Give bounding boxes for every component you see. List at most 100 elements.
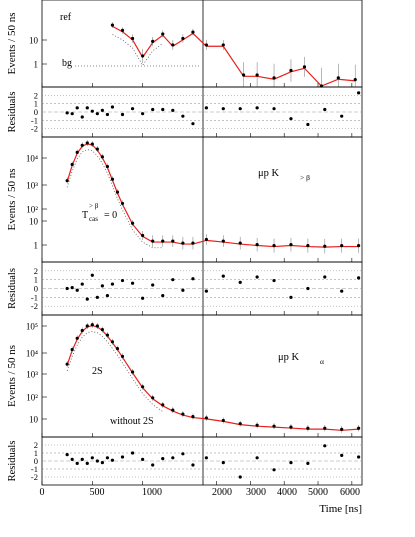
data-point bbox=[100, 461, 104, 465]
y-tick-label: 10² bbox=[26, 393, 38, 403]
data-point bbox=[75, 288, 79, 292]
data-point bbox=[272, 107, 276, 111]
data-point bbox=[151, 39, 155, 43]
data-point bbox=[323, 275, 327, 279]
data-point bbox=[221, 418, 225, 423]
panel-label: μp K bbox=[278, 352, 300, 363]
y-tick-label: 1 bbox=[34, 448, 38, 458]
data-point bbox=[75, 106, 79, 110]
y-tick-label: -1 bbox=[31, 292, 38, 302]
data-point bbox=[141, 233, 145, 238]
data-point bbox=[65, 111, 69, 115]
data-point bbox=[100, 155, 104, 159]
data-point bbox=[151, 283, 155, 287]
y-tick-label: 10² bbox=[26, 205, 38, 215]
data-point bbox=[238, 241, 242, 245]
data-point bbox=[272, 468, 276, 472]
data-point bbox=[357, 91, 361, 95]
data-point bbox=[100, 284, 104, 288]
annotation-label: bg bbox=[62, 58, 72, 69]
panel-5-annotations: μp K α 2S without 2S bbox=[92, 352, 324, 427]
data-point bbox=[85, 106, 89, 110]
data-point bbox=[357, 276, 361, 280]
y-tick-label: 10⁴ bbox=[26, 154, 38, 164]
y-tick-label: 10⁵ bbox=[26, 322, 38, 332]
panel-3: Events / 50 ns 10⁴ 10³ 10² 10 1 bbox=[6, 136, 363, 263]
data-point bbox=[272, 278, 276, 283]
data-point bbox=[289, 295, 293, 299]
data-point bbox=[161, 293, 165, 298]
data-point bbox=[171, 456, 175, 460]
data-point bbox=[191, 463, 195, 467]
data-point bbox=[323, 444, 327, 448]
data-point bbox=[90, 456, 94, 460]
y-axis-label: Residuals bbox=[7, 268, 18, 309]
data-point bbox=[80, 328, 84, 333]
data-point bbox=[340, 244, 344, 248]
data-point bbox=[70, 286, 74, 290]
data-point bbox=[70, 162, 74, 167]
data-point bbox=[340, 289, 344, 293]
data-point bbox=[221, 239, 225, 243]
y-tick-label: 0 bbox=[34, 284, 38, 294]
annotation-label: without 2S bbox=[110, 416, 154, 427]
data-point bbox=[120, 201, 125, 206]
data-point bbox=[70, 457, 74, 461]
panel-label-subscript: α bbox=[320, 357, 324, 366]
data-point bbox=[151, 239, 155, 243]
x-tick-label: 2000 bbox=[212, 487, 232, 498]
data-point bbox=[141, 296, 145, 300]
data-point bbox=[130, 107, 135, 111]
data-point bbox=[120, 278, 125, 283]
data-point bbox=[204, 456, 208, 460]
data-point bbox=[306, 461, 310, 465]
data-point bbox=[110, 105, 115, 109]
data-point bbox=[171, 408, 175, 412]
data-point bbox=[204, 43, 208, 47]
data-point bbox=[289, 461, 293, 465]
annotation-label: = 0 bbox=[104, 210, 117, 221]
data-point bbox=[357, 455, 361, 459]
data-point bbox=[204, 416, 208, 420]
data-point bbox=[130, 451, 135, 455]
component-curve bbox=[66, 149, 163, 249]
data-point bbox=[306, 426, 310, 430]
y-axis-label: Events / 50 ns bbox=[6, 168, 18, 230]
data-point bbox=[120, 112, 125, 117]
y-axis-label: Events / 50 ns bbox=[6, 345, 18, 407]
data-point bbox=[105, 333, 110, 337]
data-point bbox=[171, 108, 175, 112]
data-point bbox=[340, 114, 344, 118]
panel-label-subscript: > β bbox=[300, 173, 310, 182]
y-tick-label: -2 bbox=[31, 124, 38, 134]
data-point bbox=[238, 422, 242, 426]
panel-label: μp K bbox=[258, 168, 280, 179]
data-point bbox=[130, 281, 135, 285]
data-point bbox=[120, 455, 125, 459]
data-point bbox=[130, 36, 135, 41]
data-point bbox=[80, 457, 84, 461]
y-tick-label: 1 bbox=[34, 241, 39, 251]
data-point bbox=[65, 179, 69, 183]
data-point bbox=[70, 112, 74, 116]
data-point bbox=[141, 457, 145, 461]
data-point bbox=[353, 77, 357, 82]
data-point bbox=[255, 106, 259, 110]
annotation-superscript: > β bbox=[89, 202, 99, 210]
data-point bbox=[191, 277, 195, 281]
x-tick-label: 1000 bbox=[142, 487, 162, 498]
fit-curve bbox=[112, 25, 356, 87]
x-tick-label: 4000 bbox=[277, 487, 297, 498]
data-point bbox=[85, 461, 89, 465]
data-point bbox=[171, 239, 175, 243]
data-point bbox=[90, 109, 94, 113]
data-point bbox=[181, 288, 185, 292]
data-point bbox=[181, 36, 185, 41]
component-curve bbox=[66, 331, 163, 412]
data-point bbox=[115, 346, 120, 351]
data-point bbox=[151, 396, 155, 400]
data-point bbox=[141, 54, 145, 58]
y-tick-label: 1 bbox=[34, 60, 39, 70]
y-tick-label: 10⁴ bbox=[26, 349, 38, 359]
data-point bbox=[241, 73, 246, 77]
